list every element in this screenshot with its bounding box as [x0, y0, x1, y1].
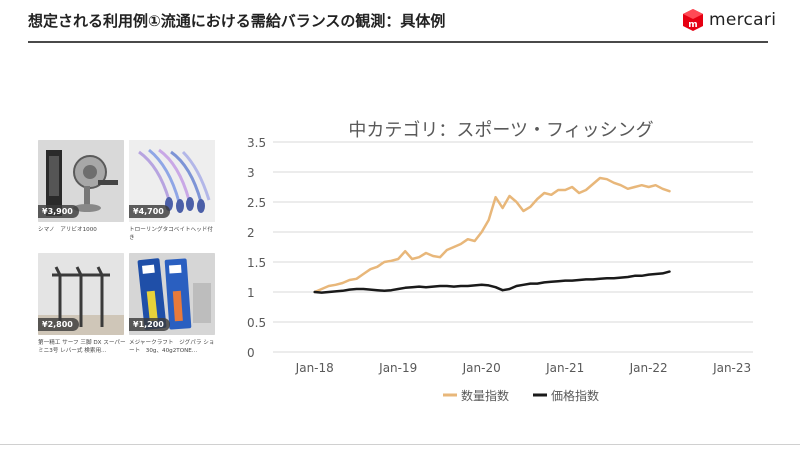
chart-title: 中カテゴリ：スポーツ・フィッシング [348, 120, 653, 141]
chart-grid [273, 141, 753, 353]
legend-label: 数量指数 [461, 388, 509, 403]
x-tick-label: Jan-18 [295, 361, 334, 375]
price-badge: ¥2,800 [38, 318, 79, 331]
chart-lines [313, 176, 671, 294]
title-divider [28, 41, 768, 43]
slide-title: 想定される利用例①流通における需給バランスの観測：具体例 [28, 12, 446, 30]
index-line-chart: 中カテゴリ：スポーツ・フィッシング 0 0.5 1 1.5 2 2.5 3 3.5 Jan-1… [247, 120, 753, 403]
price-badge: ¥1,200 [129, 318, 170, 331]
product-caption: シマノ アリビオ1000 [38, 227, 97, 233]
product-card-tripod[interactable]: ¥2,800 第一精工 サーフ 三脚 DX スーパー ミニ3号 レバー式 検索用… [38, 253, 126, 355]
series-line-1 [313, 270, 671, 294]
y-axis-ticks: 0 0.5 1 1.5 2 2.5 3 3.5 [247, 136, 266, 360]
footer-divider [0, 444, 800, 445]
mercari-logo-text: mercari [709, 10, 777, 30]
chart-legend: 数量指数 価格指数 [443, 388, 599, 403]
svg-text:m: m [688, 20, 697, 30]
price-badge: ¥4,700 [129, 205, 170, 218]
product-photo-tripod: ¥2,800 [38, 253, 124, 335]
x-axis-ticks: Jan-18 Jan-19 Jan-20 Jan-21 Jan-22 Jan-23 [295, 361, 752, 375]
product-caption: トローリングタコベイトヘッド付き [129, 227, 213, 241]
x-tick-label: Jan-22 [629, 361, 668, 375]
product-card-jigs[interactable]: ¥1,200 メジャークラフト ジグパラ ショート 30g、40g2TONE..… [129, 253, 215, 355]
series-line-0 [313, 176, 671, 294]
legend-label: 価格指数 [551, 388, 599, 403]
y-tick-label: 0 [247, 346, 255, 360]
jigs-image [129, 253, 215, 335]
x-tick-label: Jan-21 [545, 361, 584, 375]
y-tick-label: 3 [247, 166, 255, 180]
x-tick-label: Jan-23 [712, 361, 751, 375]
product-photo-lures: ¥4,700 [129, 140, 215, 222]
y-tick-label: 1 [247, 286, 255, 300]
price-badge: ¥3,900 [38, 205, 79, 218]
product-photo-jigs: ¥1,200 [129, 253, 215, 335]
mercari-logo: m mercari [681, 8, 776, 32]
y-tick-label: 0.5 [247, 316, 266, 330]
x-tick-label: Jan-20 [462, 361, 501, 375]
x-tick-label: Jan-19 [378, 361, 417, 375]
y-tick-label: 1.5 [247, 256, 266, 270]
product-photo-reel: ¥3,900 [38, 140, 124, 222]
y-tick-label: 2 [247, 226, 255, 240]
y-tick-label: 2.5 [247, 196, 266, 210]
product-caption: メジャークラフト ジグパラ ショート 30g、40g2TONE... [129, 340, 215, 354]
product-card-reel[interactable]: ¥3,900 シマノ アリビオ1000 [38, 140, 124, 234]
product-card-lures[interactable]: ¥4,700 トローリングタコベイトヘッド付き [129, 140, 215, 242]
mercari-box-icon: m [681, 8, 705, 32]
y-tick-label: 3.5 [247, 136, 266, 150]
product-caption: 第一精工 サーフ 三脚 DX スーパー ミニ3号 レバー式 検索用... [38, 340, 126, 354]
